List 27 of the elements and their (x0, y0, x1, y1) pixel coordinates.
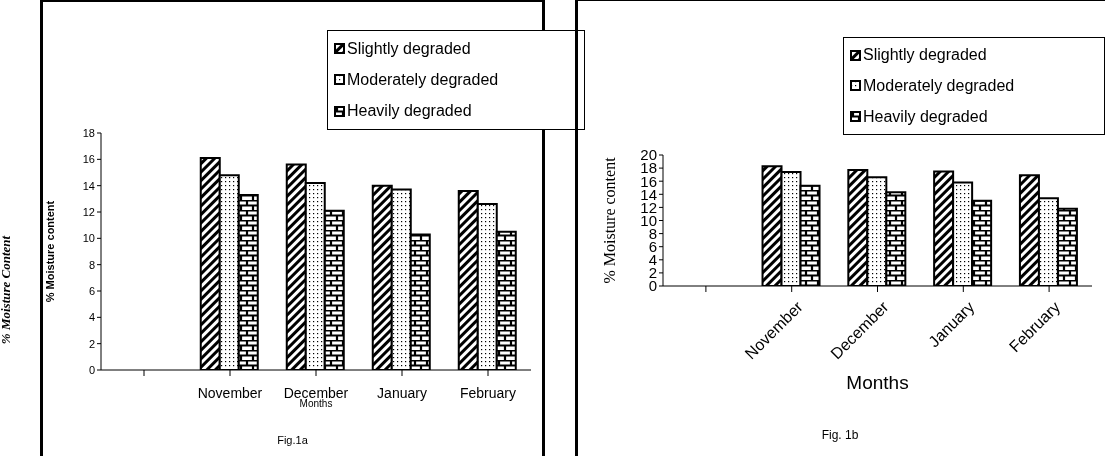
y-axis-title: % Moisture content (600, 156, 618, 284)
x-tick-label: December (283, 385, 349, 401)
x-axis-title: Months (299, 398, 333, 410)
x-tick-label: November (197, 385, 263, 401)
legend-label: Slightly degraded (347, 39, 471, 58)
y-tick-label: 8 (88, 258, 95, 271)
y-tick-label: 0 (88, 363, 95, 376)
caption: Fig. 1b (820, 428, 860, 442)
legend-label: Moderately degraded (863, 76, 1015, 95)
text: % Moisture Content (0, 235, 14, 345)
caption: Fig.1a (276, 434, 309, 446)
y-tick-label: 6 (88, 284, 95, 297)
y-tick-label: 14 (82, 179, 95, 192)
y-tick-label: 2 (88, 337, 95, 350)
y-tick-label: 10 (82, 232, 95, 245)
x-tick-label: February (459, 385, 517, 401)
y-tick-label: 12 (82, 205, 95, 218)
x-axis-title: Months (846, 372, 909, 394)
legend-label: Slightly degraded (863, 46, 987, 65)
y-tick-label: 18 (82, 126, 95, 139)
legend-label: Heavily degraded (863, 107, 988, 126)
y-tick-label: 16 (82, 153, 95, 166)
y-axis-title: % Moisture content (43, 200, 56, 303)
legend-label: Heavily degraded (347, 102, 472, 121)
x-tick-label: January (377, 385, 427, 401)
legend-label: Moderately degraded (347, 70, 499, 89)
y-tick-label: 4 (88, 311, 95, 324)
